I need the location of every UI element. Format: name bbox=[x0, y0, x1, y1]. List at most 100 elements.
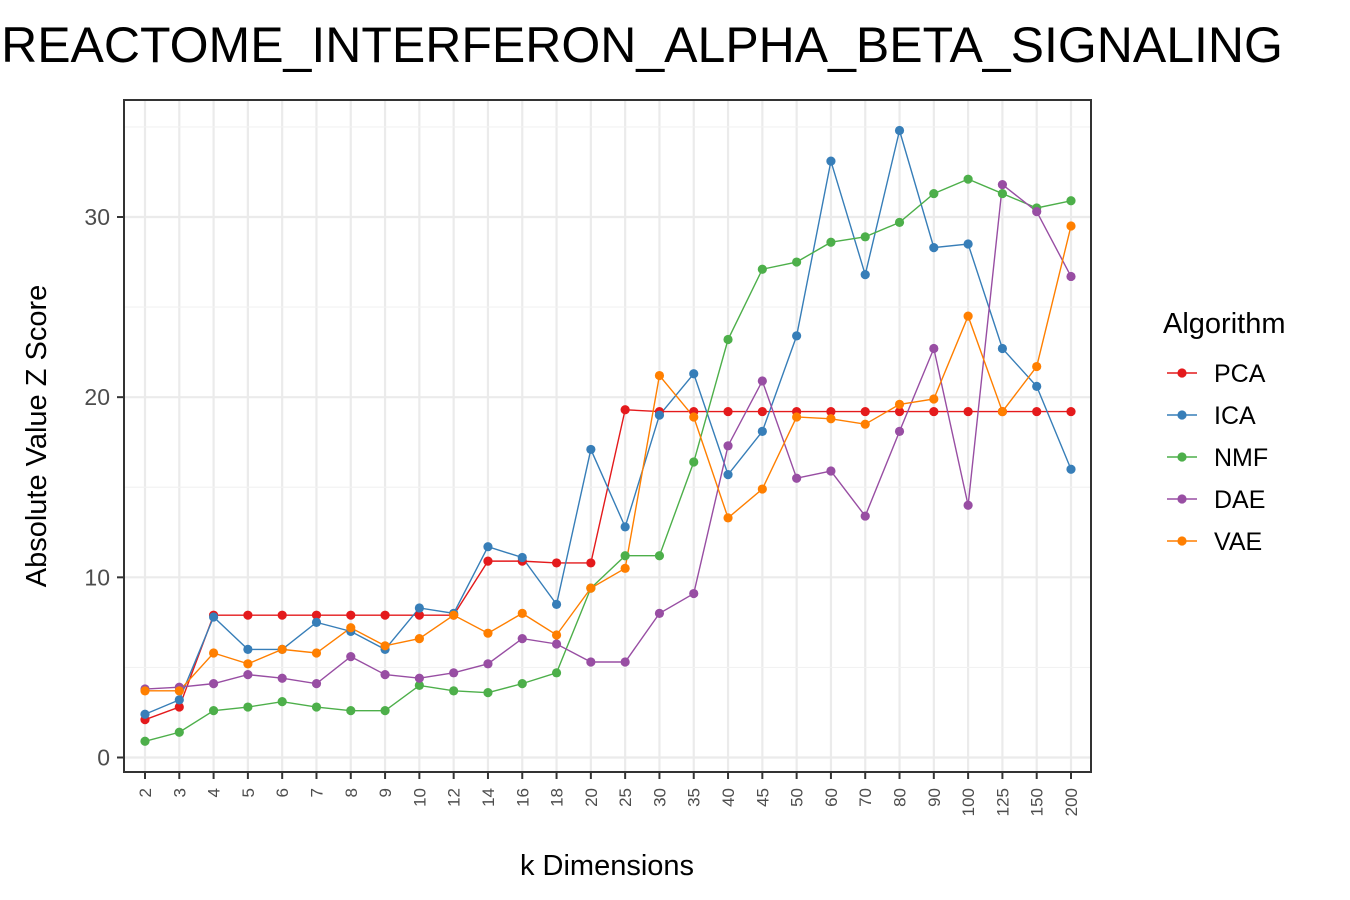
data-point-vae bbox=[620, 563, 630, 573]
legend-item-pca: PCA bbox=[1167, 360, 1266, 388]
legend-label: NMF bbox=[1214, 444, 1268, 472]
data-point-vae bbox=[140, 686, 150, 696]
data-point-nmf bbox=[311, 702, 322, 712]
data-point-vae bbox=[689, 412, 699, 422]
data-point-ica bbox=[894, 125, 905, 136]
data-point-nmf bbox=[551, 668, 562, 678]
data-point-dae bbox=[792, 473, 802, 483]
x-tick-label: 200 bbox=[1062, 788, 1081, 816]
data-point-nmf bbox=[277, 697, 287, 707]
legend-label: PCA bbox=[1214, 360, 1266, 388]
x-axis: 2 3 4 5 6 7 8 9 10 12 14 16 18 20 25 30 35 40 45 50 60 70 80 90… bbox=[136, 772, 1081, 816]
data-point-vae bbox=[449, 610, 459, 620]
data-point-pca bbox=[860, 406, 870, 417]
data-point-pca bbox=[277, 610, 287, 620]
data-point-nmf bbox=[654, 551, 665, 561]
data-point-pca bbox=[723, 406, 733, 417]
data-point-pca bbox=[311, 610, 322, 620]
data-point-ica bbox=[860, 270, 870, 280]
series-line-vae bbox=[145, 225, 1072, 692]
data-point-nmf bbox=[620, 551, 630, 561]
data-point-pca bbox=[551, 558, 562, 568]
data-point-dae bbox=[757, 376, 767, 386]
x-tick-label: 12 bbox=[445, 788, 464, 807]
legend-label: ICA bbox=[1214, 402, 1256, 430]
data-point-vae bbox=[997, 406, 1008, 417]
data-point-nmf bbox=[792, 257, 802, 267]
data-point-ica bbox=[1066, 464, 1076, 474]
data-point-vae bbox=[1066, 221, 1076, 231]
x-tick-label: 20 bbox=[582, 788, 601, 807]
data-point-nmf bbox=[483, 688, 493, 698]
data-point-vae bbox=[243, 659, 253, 669]
legend-key-point bbox=[1177, 452, 1187, 462]
data-point-ica bbox=[826, 156, 836, 166]
x-tick-label: 18 bbox=[548, 788, 567, 807]
x-tick-label: 60 bbox=[822, 788, 841, 807]
data-point-dae bbox=[346, 652, 356, 662]
data-point-nmf bbox=[449, 686, 459, 696]
data-point-ica bbox=[551, 599, 562, 609]
data-point-ica bbox=[997, 343, 1008, 354]
data-point-pca bbox=[963, 406, 973, 417]
x-tick-label: 50 bbox=[788, 788, 807, 807]
data-point-nmf bbox=[243, 702, 253, 712]
data-point-ica bbox=[208, 612, 219, 622]
data-point-vae bbox=[517, 608, 527, 618]
data-point-dae bbox=[723, 441, 733, 451]
x-tick-label: 25 bbox=[616, 788, 635, 807]
data-point-pca bbox=[929, 406, 939, 417]
data-point-pca bbox=[346, 610, 356, 620]
data-point-pca bbox=[174, 702, 184, 712]
legend-title: Algorithm bbox=[1163, 308, 1286, 340]
legend-key-point bbox=[1177, 494, 1187, 504]
x-tick-label: 150 bbox=[1028, 788, 1047, 816]
data-point-ica bbox=[174, 695, 184, 705]
legend-key-point bbox=[1177, 410, 1187, 420]
y-axis-title: Absolute Value Z Score bbox=[21, 285, 53, 588]
data-point-dae bbox=[483, 659, 493, 669]
data-point-dae bbox=[894, 426, 905, 436]
data-point-dae bbox=[826, 466, 836, 476]
legend-item-vae: VAE bbox=[1167, 528, 1262, 556]
data-point-ica bbox=[311, 617, 322, 627]
data-point-pca bbox=[380, 610, 390, 620]
legend-item-nmf: NMF bbox=[1167, 444, 1268, 472]
data-point-vae bbox=[208, 648, 219, 658]
y-tick-label: 0 bbox=[97, 745, 110, 771]
data-point-dae bbox=[449, 668, 459, 678]
data-point-nmf bbox=[380, 706, 390, 716]
data-point-ica bbox=[929, 243, 939, 253]
data-point-dae bbox=[586, 657, 596, 667]
data-point-dae bbox=[1066, 271, 1076, 282]
y-tick-label: 10 bbox=[84, 564, 110, 590]
data-point-vae bbox=[723, 513, 733, 523]
data-point-nmf bbox=[346, 706, 356, 716]
x-tick-label: 7 bbox=[307, 788, 326, 797]
x-tick-label: 125 bbox=[993, 788, 1012, 816]
data-point-ica bbox=[517, 552, 527, 563]
y-axis: 0 10 20 30 bbox=[84, 204, 124, 771]
data-point-dae bbox=[997, 179, 1008, 190]
data-point-dae bbox=[929, 343, 939, 354]
y-tick-label: 20 bbox=[84, 384, 110, 410]
data-point-nmf bbox=[757, 264, 767, 274]
series-line-pca bbox=[144, 409, 1071, 721]
legend-key-point bbox=[1177, 536, 1187, 546]
data-point-pca bbox=[243, 610, 253, 620]
x-tick-label: 16 bbox=[513, 788, 532, 807]
data-point-ica bbox=[620, 522, 630, 532]
legend-label: VAE bbox=[1214, 528, 1262, 556]
data-point-vae bbox=[414, 633, 424, 644]
x-tick-label: 45 bbox=[753, 788, 772, 807]
data-point-nmf bbox=[414, 680, 424, 691]
y-tick-label: 30 bbox=[84, 204, 110, 230]
data-point-nmf bbox=[723, 334, 733, 345]
data-point-pca bbox=[757, 406, 767, 417]
data-point-dae bbox=[1032, 206, 1042, 217]
x-tick-label: 30 bbox=[650, 788, 669, 807]
x-tick-label: 35 bbox=[685, 788, 704, 807]
x-axis-title: k Dimensions bbox=[520, 850, 694, 882]
legend: Algorithm PCA ICA NMF DAE VAE bbox=[1163, 308, 1286, 556]
data-point-ica bbox=[586, 444, 596, 455]
